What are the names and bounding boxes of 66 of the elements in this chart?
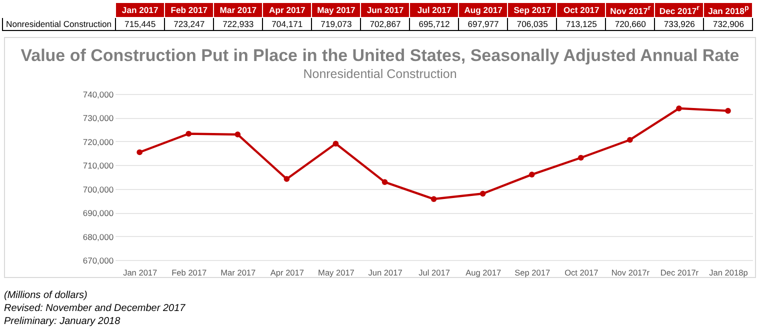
x-tick-label: Mar 2017 [220, 268, 256, 278]
y-tick-label: 700,000 [82, 184, 114, 194]
point [136, 149, 143, 156]
point [725, 108, 731, 114]
data-label: 704,171 [262, 17, 312, 30]
x-tick-label: Feb 2017 [172, 268, 208, 278]
category-label: Nov 2017$^{r}$ [610, 4, 651, 16]
chart-subtitle: Nonresidential Construction [302, 67, 458, 81]
category-label: Oct 2017 [563, 4, 600, 15]
x-tick-label: Jun 2017 [368, 268, 403, 278]
y-tick-label: 730,000 [82, 113, 114, 124]
point [284, 176, 290, 182]
category-label: Jan 2018$^{p}$ [708, 4, 749, 16]
chart-title: Value of Construction Put in Place in the United States, Seasonally Adjusted Annual Rate [20, 46, 740, 66]
category-label: Apr 2017 [269, 4, 306, 15]
x-tick-label: Aug 2017 [466, 268, 502, 278]
data-label: 697,977 [458, 17, 508, 30]
point [234, 132, 241, 138]
text: (Millions of dollars) [4, 289, 88, 302]
y-tick-label: 690,000 [82, 208, 114, 218]
point [676, 105, 682, 112]
category-label: Mar 2017 [220, 4, 257, 15]
text: Revised: November and December 2017 [4, 302, 186, 315]
x-tick-label: Oct 2017 [564, 268, 599, 278]
x-tick-label: Sep 2017 [514, 268, 550, 278]
x-tick-label: May 2017 [318, 268, 355, 278]
x-tick-label: Nov 2017r [611, 268, 650, 278]
category-label: Jul 2017 [417, 4, 452, 15]
category-label: Jun 2017 [366, 4, 404, 15]
data-label: 723,247 [164, 17, 214, 30]
x-tick-label: Apr 2017 [270, 268, 304, 278]
point [186, 130, 192, 137]
category-label: Aug 2017 [464, 4, 502, 15]
data-label: 706,035 [508, 17, 557, 30]
y-tick-label: 670,000 [82, 256, 114, 266]
point [332, 140, 339, 147]
point [528, 172, 535, 178]
data-label: 715,445 [116, 17, 165, 30]
y-tick-label: 680,000 [82, 232, 114, 242]
data-label: 722,933 [214, 17, 263, 30]
x-tick-label: Jan 2017 [123, 268, 158, 278]
point [430, 196, 437, 202]
text: Nonresidential Construction [2, 17, 116, 30]
point [480, 190, 486, 197]
category-label: Feb 2017 [170, 4, 208, 15]
data-label: 713,125 [556, 17, 606, 30]
y-tick-label: 720,000 [82, 136, 114, 147]
x-tick-label: Jan 2018p [709, 268, 748, 278]
data-label: 733,926 [654, 17, 704, 30]
data-label: 732,906 [704, 17, 753, 30]
category-label: Jan 2017 [122, 4, 158, 15]
category-label: Sep 2017 [514, 4, 551, 15]
y-tick-label: 740,000 [82, 90, 114, 100]
category-label: May 2017 [317, 4, 356, 15]
point [382, 179, 388, 185]
x-tick-label: Dec 2017r [660, 268, 699, 278]
point [627, 136, 633, 143]
data-label: 702,867 [360, 17, 410, 30]
text: Preliminary: January 2018 [4, 315, 122, 328]
data-label: 695,712 [410, 17, 459, 30]
data-label: 719,073 [312, 17, 361, 30]
category-label: Dec 2017$^{r}$ [659, 4, 700, 16]
data-label: 720,660 [606, 17, 655, 30]
y-tick-label: 710,000 [82, 160, 114, 171]
x-tick-label: Jul 2017 [418, 268, 450, 278]
point [578, 154, 584, 161]
